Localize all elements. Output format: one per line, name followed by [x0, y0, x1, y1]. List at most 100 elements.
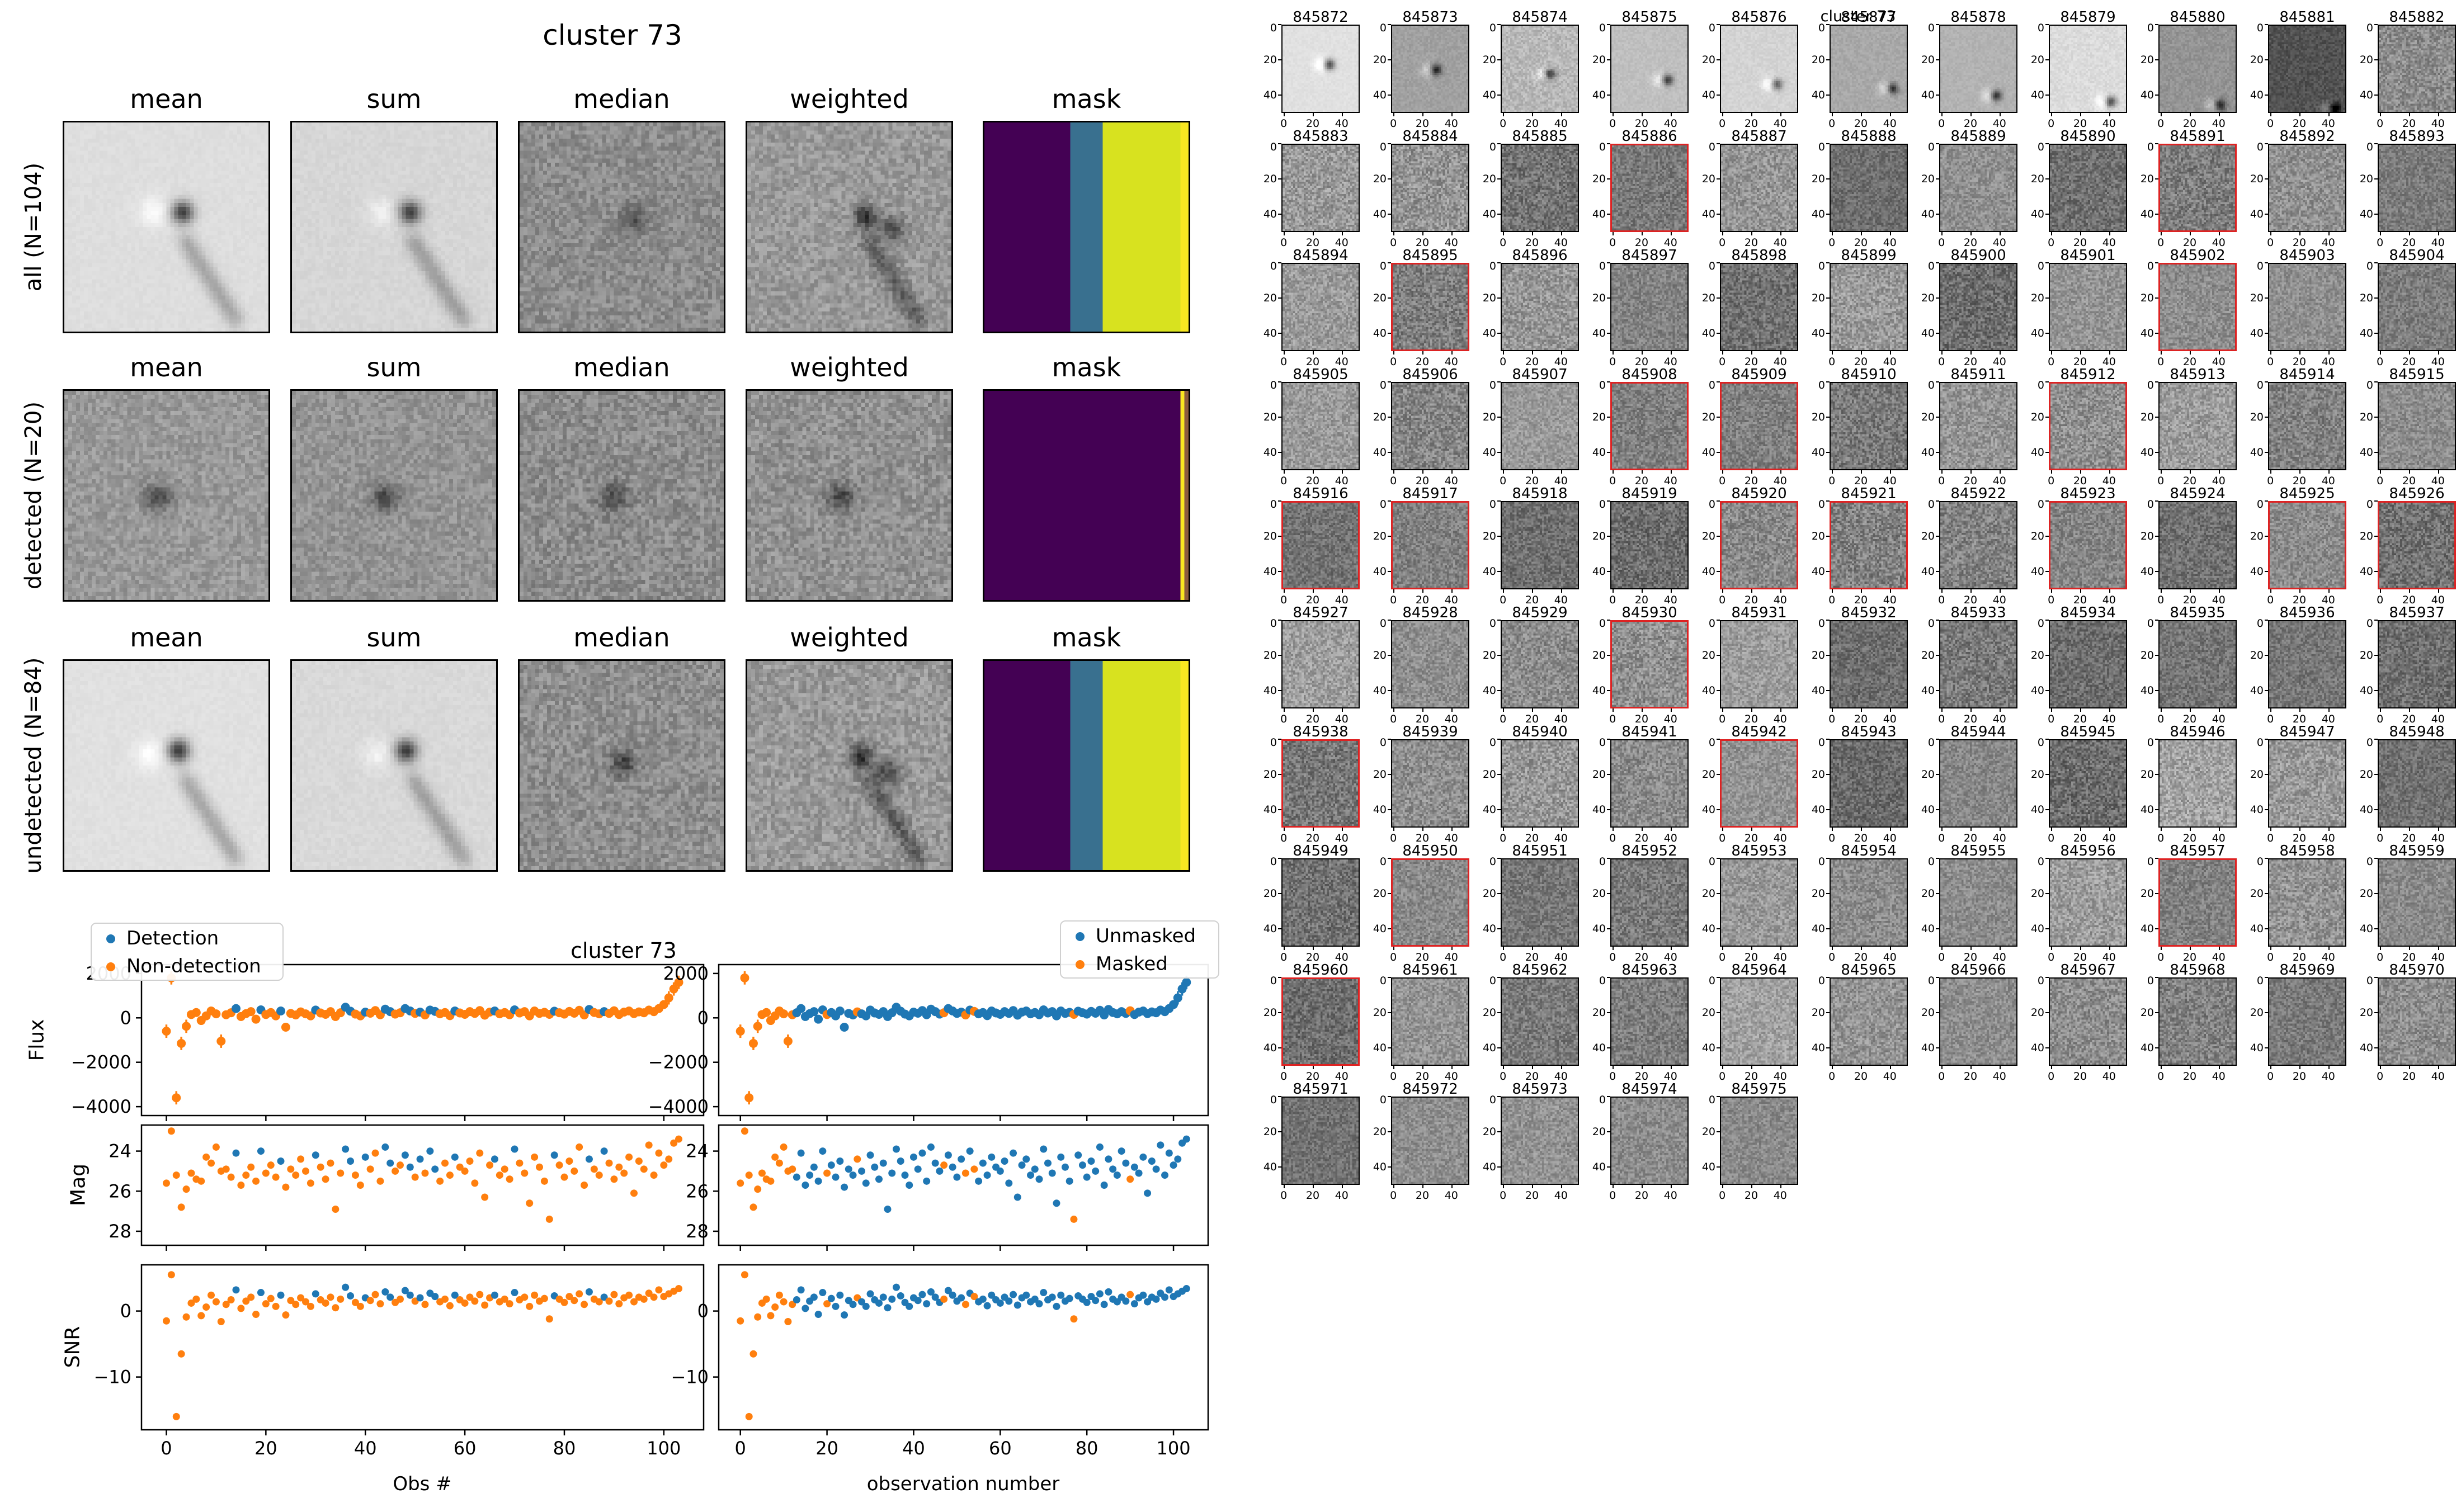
tick-mark [2080, 708, 2081, 712]
tick-mark [1751, 113, 1752, 116]
tick-mark [2161, 1066, 2162, 1069]
tick-label: 0 [2256, 856, 2264, 868]
tick-label: 20 [1305, 594, 1320, 606]
tick-label: 20 [1263, 1007, 1277, 1019]
montage-panel-weighted-detected [746, 389, 953, 602]
tick-label: 0 [1379, 975, 1387, 987]
tick-mark [1642, 113, 1643, 116]
tick-mark [2155, 333, 2158, 334]
tick-label: 40 [1335, 237, 1349, 249]
cutout-image-frame [2049, 620, 2127, 708]
tick-label: 40 [1773, 1189, 1787, 1202]
tick-mark [2270, 947, 2272, 950]
tick-label: 20 [2140, 649, 2154, 662]
tick-label: 40 [1921, 804, 1935, 816]
tick-mark [1497, 262, 1501, 263]
tick-mark [1717, 1166, 1720, 1168]
tick-label: 40 [2102, 713, 2116, 725]
column-header-mask-undetected: mask [1052, 622, 1121, 653]
cutout-id-label: 845961 [1402, 962, 1458, 979]
cutout-id-label: 845912 [2060, 366, 2116, 383]
tick-label: 20 [1482, 54, 1496, 67]
tick-label: 20 [1482, 768, 1496, 781]
tick-mark [1497, 24, 1501, 25]
tick-mark [1278, 1166, 1281, 1168]
tick-mark [1313, 828, 1314, 831]
tick-label: 40 [1373, 89, 1387, 102]
tick-mark [1889, 232, 1891, 235]
tick-mark [1388, 571, 1391, 573]
tick-mark [1388, 1047, 1391, 1049]
tick-mark [1451, 351, 1453, 355]
tick-label: 20 [1701, 173, 1715, 186]
montage-panel-weighted-undetected [746, 659, 953, 872]
tick-label: 0 [2048, 475, 2055, 487]
tick-label: 20 [2073, 832, 2087, 844]
tick-label: 0 [1390, 475, 1397, 487]
tick-mark [2155, 178, 2158, 180]
tick-mark [1451, 589, 1453, 593]
tick-label: 20 [1482, 173, 1496, 186]
cutout-image-frame [1281, 144, 1360, 232]
tick-mark [1341, 470, 1343, 474]
cutout-id-label: 845939 [1402, 724, 1458, 740]
svg-text:2000: 2000 [663, 963, 709, 984]
tick-mark [1936, 1047, 1939, 1049]
tick-label: 0 [2256, 498, 2264, 511]
tick-mark [1607, 297, 1610, 299]
tick-label: 40 [1992, 117, 2006, 130]
tick-mark [1278, 620, 1281, 621]
tick-label: 40 [2250, 446, 2264, 459]
tick-mark [1941, 470, 1943, 474]
cutout-image [1393, 860, 1468, 945]
cutout-id-label: 845943 [1841, 724, 1897, 740]
cutout-image [2379, 145, 2455, 231]
tick-label: 20 [2359, 649, 2373, 662]
tick-label: 40 [2321, 356, 2335, 368]
tick-label: 0 [2157, 594, 2165, 606]
tick-mark [2051, 589, 2053, 593]
tick-mark [1497, 858, 1501, 859]
tick-label: 0 [1708, 498, 1715, 511]
tick-label: 0 [1270, 617, 1277, 630]
tick-label: 40 [2359, 1042, 2373, 1055]
tick-label: 40 [1444, 951, 1458, 963]
tick-label: 20 [2182, 356, 2197, 368]
cutout-image-frame [2049, 977, 2127, 1066]
tick-label: 0 [1379, 1094, 1387, 1106]
cutout-image [2160, 860, 2235, 945]
tick-mark [1826, 977, 1830, 978]
tick-label: 0 [1280, 237, 1288, 249]
tick-label: 0 [2366, 379, 2373, 391]
tick-mark [1826, 262, 1830, 263]
cutout-id-label: 845892 [2279, 128, 2335, 145]
tick-mark [1832, 113, 1833, 116]
tick-label: 20 [1811, 1007, 1825, 1019]
tick-label: 0 [1599, 1094, 1606, 1106]
tick-label: 0 [1938, 832, 1945, 844]
tick-mark [2265, 571, 2268, 573]
tick-mark [1503, 589, 1505, 593]
tick-label: 20 [2030, 411, 2044, 424]
tick-mark [1613, 589, 1614, 593]
cutout-image-frame-detected [1281, 501, 1360, 589]
tick-mark [1560, 232, 1562, 235]
tick-mark [2374, 1047, 2378, 1049]
tick-label: 0 [1938, 713, 1945, 725]
tick-label: 0 [1927, 379, 1935, 391]
tick-mark [2265, 381, 2268, 382]
tick-label: 20 [1811, 292, 1825, 305]
tick-label: 20 [1701, 887, 1715, 900]
tick-label: 0 [1500, 713, 1507, 725]
tick-mark [2080, 947, 2081, 950]
tick-mark [2045, 24, 2049, 25]
tick-mark [1388, 500, 1391, 502]
cutout-image-frame [1830, 144, 1908, 232]
cutout-image [2160, 264, 2235, 349]
tick-label: 20 [1963, 356, 1978, 368]
tick-mark [2218, 708, 2220, 712]
tick-mark [1970, 113, 1972, 116]
cutout-image [1283, 264, 1359, 350]
tick-label: 20 [1634, 713, 1649, 725]
